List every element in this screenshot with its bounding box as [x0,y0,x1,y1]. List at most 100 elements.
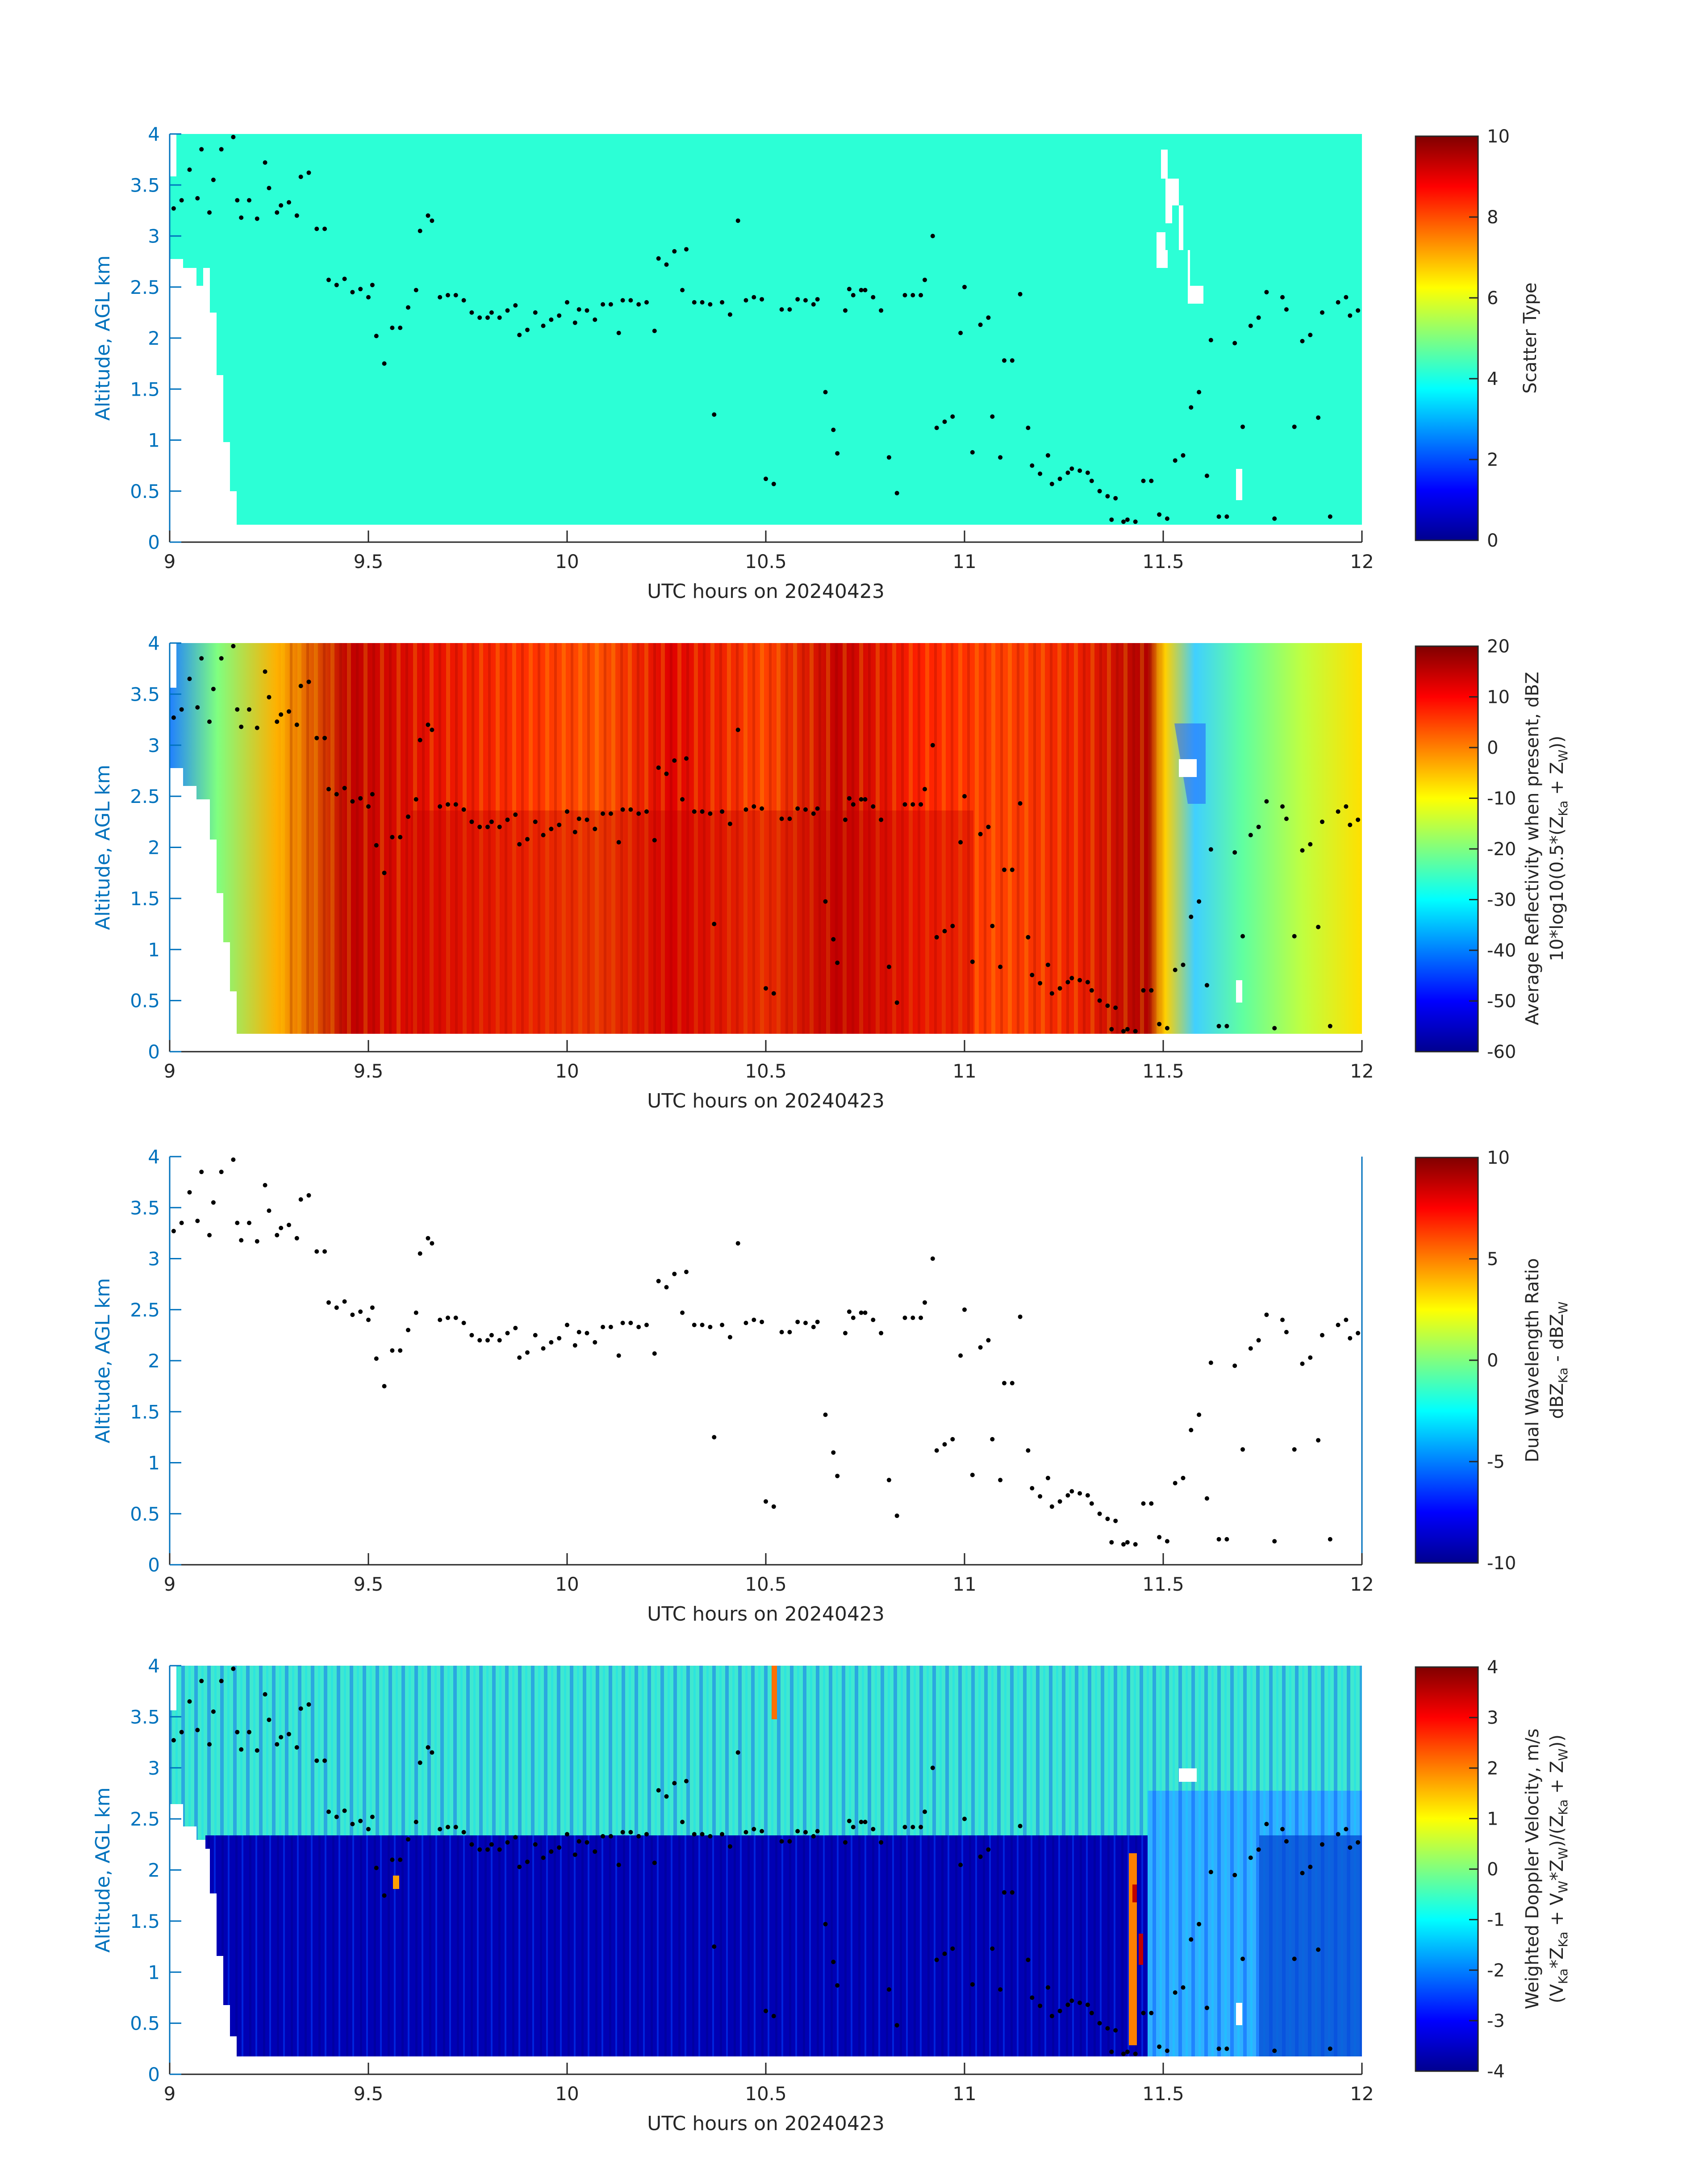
colorbar-tick-label: 4 [1487,369,1498,389]
data-point-88 [795,1829,800,1834]
data-point-33 [398,835,403,840]
data-point-29 [370,792,375,797]
data-point-22 [322,226,327,231]
data-point-41 [453,1825,458,1830]
data-point-90 [811,1834,816,1839]
data-point-72 [680,797,685,802]
data-point-159 [1284,307,1289,312]
data-point-84 [764,2009,768,2014]
data-point-51 [525,1859,530,1864]
data-point-93 [831,937,836,942]
data-point-34 [406,305,410,310]
data-point-154 [1248,1855,1253,1860]
data-point-27 [358,796,363,801]
data-point-68 [652,838,657,843]
data-point-121 [1018,1314,1023,1319]
data-point-94 [835,1983,840,1988]
data-point-53 [541,1346,546,1351]
data-point-25 [342,1299,347,1304]
data-point-155 [1256,1847,1261,1852]
data-point-63 [616,1353,621,1358]
data-point-104 [902,1316,907,1320]
data-point-122 [1026,1448,1031,1453]
x-tick-label: 12 [1350,1573,1374,1595]
data-point-53 [541,323,546,328]
data-point-97 [851,293,856,297]
data-point-138 [1125,1027,1130,1032]
colorbar-tick-label: 8 [1487,207,1498,228]
data-point-86 [779,816,784,821]
data-point-116 [986,315,991,320]
y-tick-label: 2 [148,837,160,859]
data-point-150 [1216,1537,1221,1542]
data-point-111 [950,923,955,928]
y-tick-label: 2 [148,327,160,349]
data-point-6 [211,686,216,691]
data-point-145 [1181,962,1186,967]
data-point-67 [644,300,649,305]
data-point-124 [1038,2003,1043,2008]
data-point-169 [1356,817,1361,822]
data-point-148 [1204,2006,1209,2010]
doppler-points [171,1666,1361,2056]
data-point-71 [672,249,677,254]
data-point-63 [616,330,621,335]
data-point-149 [1208,338,1213,343]
data-point-66 [636,811,641,816]
data-point-73 [684,756,689,761]
data-point-34 [406,1837,410,1842]
data-point-48 [505,817,510,822]
data-point-42 [461,1320,466,1325]
no-data-region [170,1666,245,2074]
data-point-81 [743,1830,748,1834]
data-point-109 [934,1957,939,1962]
y-tick-label: 1.5 [130,888,160,910]
y-tick-label: 3 [148,735,160,756]
colorbar-tick-label: 0 [1487,1859,1498,1880]
data-point-78 [720,300,725,305]
data-point-141 [1149,1501,1154,1506]
data-point-80 [735,1241,740,1246]
data-point-157 [1272,516,1277,521]
data-point-143 [1165,516,1169,521]
data-point-30 [374,1356,379,1361]
x-tick-label: 11 [952,2083,976,2105]
data-point-96 [847,1309,852,1314]
data-point-43 [469,1333,474,1337]
data-point-44 [477,1338,482,1343]
data-point-136 [1113,2028,1118,2033]
data-point-18 [294,723,299,727]
data-point-78 [720,1323,725,1327]
data-point-133 [1097,998,1102,1003]
data-point-35 [413,1310,418,1315]
data-point-105 [910,802,915,807]
y-tick-label: 4 [148,123,160,145]
data-point-150 [1216,2046,1221,2051]
data-point-108 [930,743,935,748]
data-point-81 [743,1320,748,1325]
data-point-8 [231,1666,236,1671]
data-point-24 [334,1814,339,1819]
data-point-2 [187,1190,192,1195]
data-point-75 [700,1832,705,1837]
data-point-16 [279,712,284,717]
colorbar-tick-label: 2 [1487,450,1498,470]
data-point-142 [1157,1022,1162,1027]
data-point-5 [207,1742,212,1747]
data-point-161 [1300,848,1305,853]
data-point-51 [525,1350,530,1355]
reflectivity-colorbar: -60 -50 -40 -30 -20 -10 0 10 20 Average Reflecti… [1415,636,1570,1062]
data-point-28 [366,1317,371,1322]
data-point-92 [823,1412,828,1417]
data-point-92 [823,1922,828,1926]
data-point-70 [664,1285,669,1290]
data-point-124 [1038,1494,1043,1499]
data-point-130 [1077,468,1082,473]
data-point-166 [1336,1832,1341,1837]
data-point-49 [513,303,518,308]
data-point-97 [851,1825,856,1830]
data-point-144 [1173,458,1178,463]
x-tick-label: 11.5 [1142,1060,1184,1082]
data-point-12 [255,216,259,221]
data-point-0 [171,715,176,720]
